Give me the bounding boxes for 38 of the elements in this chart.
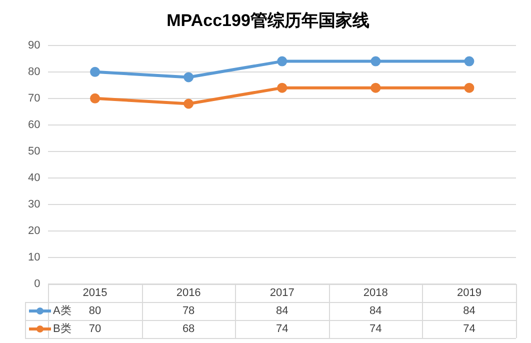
data-label: 70 [88, 323, 102, 336]
x-tick-label: 2018 [363, 287, 388, 300]
y-tick-label: 50 [28, 145, 40, 158]
x-tick-label: 2016 [176, 287, 201, 300]
legend-label: B类 [53, 322, 72, 336]
point [277, 56, 288, 66]
point [90, 66, 100, 77]
y-tick-label: 60 [28, 118, 40, 131]
data-label: 84 [463, 305, 476, 318]
y-tick-label: 90 [28, 39, 40, 52]
y-tick-label: 70 [28, 92, 40, 104]
data-label: 80 [88, 305, 102, 318]
x-tick-label: 2017 [270, 287, 294, 300]
point [464, 56, 474, 66]
point [184, 72, 194, 82]
y-tick-label: 0 [34, 278, 40, 290]
y-tick-label: 10 [28, 252, 40, 264]
y-tick-label: 30 [28, 198, 40, 210]
point [464, 82, 474, 93]
point [184, 98, 194, 109]
y-tick-label: 20 [28, 225, 40, 238]
data-label: 84 [276, 305, 288, 318]
y-tick-label: 80 [28, 66, 40, 78]
x-tick-label: 2015 [82, 287, 108, 300]
data-label: 74 [276, 323, 288, 336]
data-label: 78 [182, 305, 195, 318]
point [370, 82, 381, 93]
data-label: 68 [182, 323, 195, 336]
data-label: 74 [370, 323, 382, 336]
y-tick-label: 40 [28, 172, 40, 184]
x-tick-label: 2019 [456, 287, 482, 300]
data-label: 74 [463, 323, 476, 336]
point [90, 93, 100, 104]
legend-label: A类 [53, 304, 72, 318]
data-label: 84 [370, 305, 382, 318]
chart-title: MPAcc199管综历年国家线 [166, 10, 370, 30]
point [277, 82, 288, 93]
point [370, 56, 381, 66]
